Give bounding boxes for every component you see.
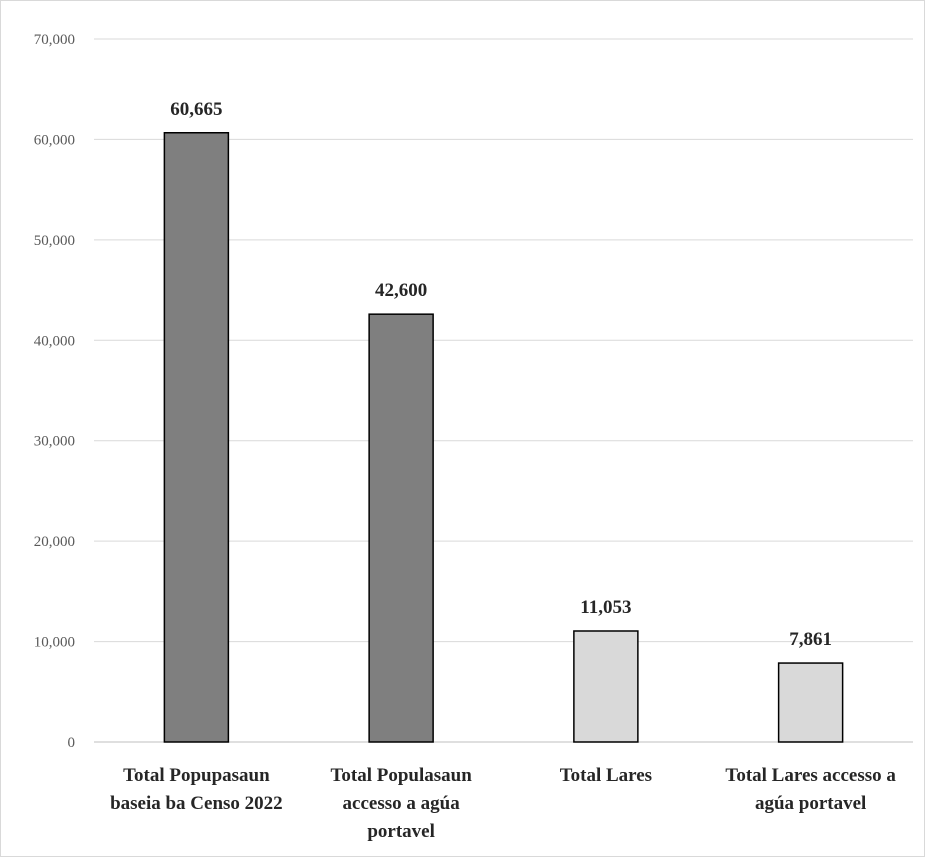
y-axis-tick-labels: 0 10,000 20,000 30,000 40,000 50,000 60,000 70,… [34, 32, 75, 751]
category-label: Total Populasaun [330, 765, 472, 786]
data-labels: 60,665 42,600 11,053 7,861 [170, 99, 832, 650]
category-label: agúa portavel [755, 793, 866, 814]
category-label: Total Popupasaun [123, 765, 270, 786]
data-label: 60,665 [170, 99, 222, 120]
y-tick-label: 60,000 [34, 132, 75, 148]
category-label: Total Lares [560, 765, 652, 786]
data-label: 11,053 [580, 597, 631, 618]
x-axis-category-labels: Total Popupasaun baseia ba Censo 2022 Tota… [110, 765, 896, 842]
y-tick-label: 10,000 [34, 635, 75, 651]
bars [163, 132, 844, 743]
category-label: baseia ba Censo 2022 [110, 793, 283, 814]
y-tick-label: 50,000 [34, 233, 75, 249]
category-label: Total Lares accesso a [725, 765, 896, 786]
bar [777, 662, 844, 743]
gridlines [94, 38, 913, 743]
data-label: 7,861 [789, 629, 832, 650]
bar [163, 132, 230, 743]
y-tick-label: 40,000 [34, 333, 75, 349]
category-label: portavel [367, 821, 435, 842]
y-tick-label: 0 [68, 735, 76, 751]
y-tick-label: 70,000 [34, 32, 75, 48]
data-label: 42,600 [375, 280, 427, 301]
bar [573, 630, 639, 743]
y-tick-label: 30,000 [34, 434, 75, 450]
bar [368, 313, 434, 743]
y-tick-label: 20,000 [34, 534, 75, 550]
category-label: accesso a agúa [343, 793, 461, 814]
